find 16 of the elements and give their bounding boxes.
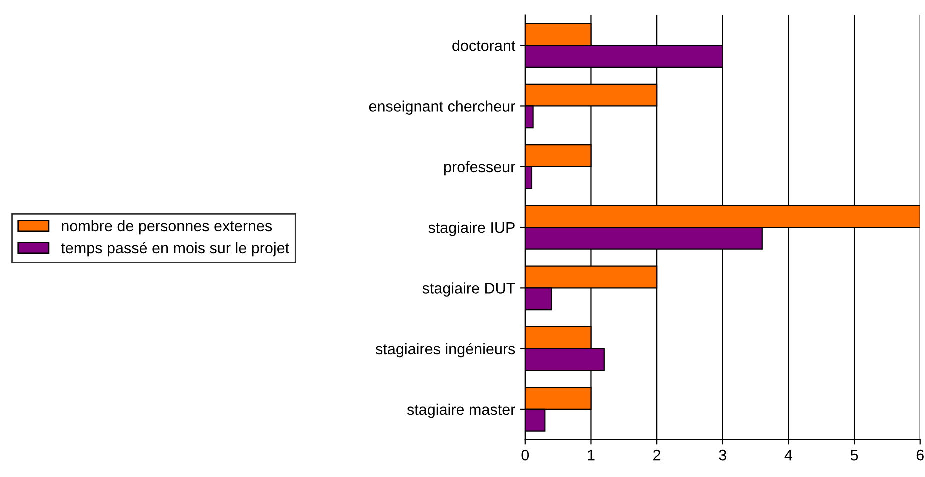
y-tick-label: stagiaire IUP — [428, 222, 515, 236]
y-tick-label: stagiaires ingénieurs — [376, 343, 516, 358]
x-tick-label: 1 — [588, 450, 595, 461]
x-tick-label: 4 — [784, 450, 793, 461]
y-tick-label: professeur — [444, 161, 516, 176]
legend-label: nombre de personnes externes — [62, 220, 272, 235]
legend-label: temps passé en mois sur le projet — [61, 242, 290, 257]
y-tick-label: stagiaire master — [407, 404, 516, 418]
x-tick-label: 0 — [522, 450, 530, 461]
y-tick-label: doctorant — [452, 40, 516, 52]
x-tick-label: 3 — [719, 450, 726, 461]
y-tick-label: stagiaire DUT — [422, 282, 516, 297]
x-tick-label: 6 — [916, 450, 924, 461]
x-tick-label: 2 — [654, 450, 661, 461]
x-tick-label: 5 — [850, 450, 858, 461]
y-tick-label: enseignant chercheur — [369, 100, 516, 115]
